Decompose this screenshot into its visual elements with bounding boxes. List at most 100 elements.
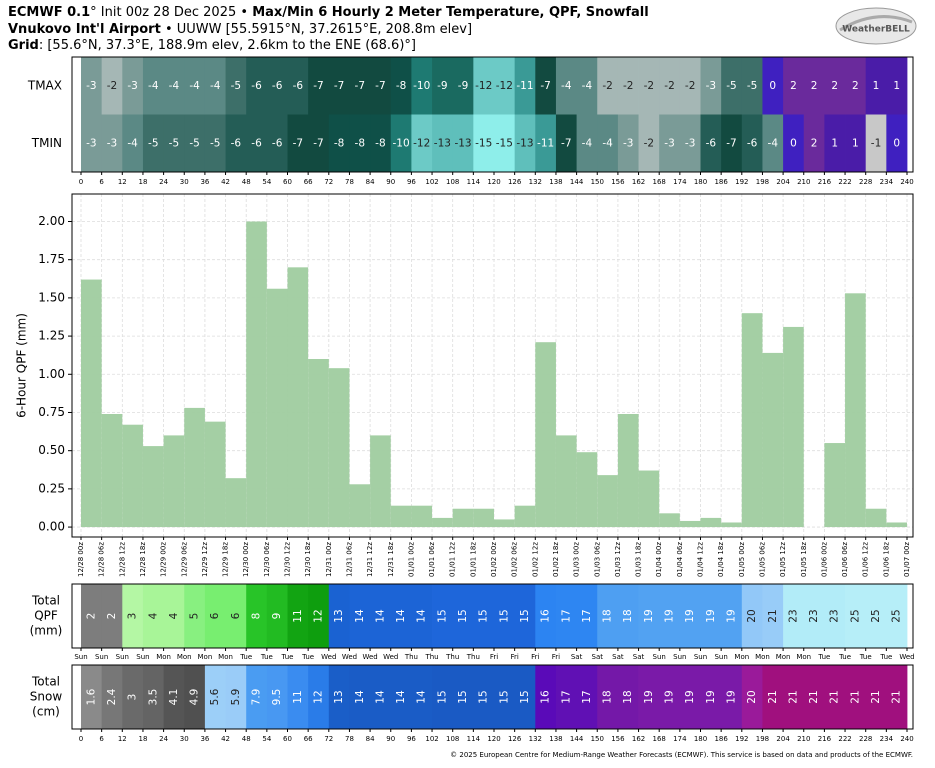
cell-label: 8 (251, 613, 263, 620)
heat-cell (845, 114, 867, 172)
heat-cell (163, 57, 185, 115)
cell-label: 23 (829, 609, 841, 622)
x-tick-label: 01/04 06z (676, 542, 684, 577)
x-tick-label: 36 (200, 735, 209, 743)
strip-cell (865, 665, 887, 729)
strip-cell (741, 584, 763, 648)
cell-label: -5 (747, 80, 757, 92)
cell-label: 7.9 (251, 689, 263, 706)
model: ECMWF 0.1 (8, 5, 91, 20)
x-tick-label: 138 (549, 178, 562, 186)
x-tick-label: 12/28 00z (77, 542, 85, 577)
x-tick-label: Thu (445, 653, 459, 661)
heat-cell (432, 57, 454, 115)
cell-label: 16 (540, 609, 552, 623)
x-tick-label: 204 (776, 178, 790, 186)
heat-cell (142, 57, 164, 115)
strip-cell (308, 584, 330, 648)
cell-label: 13 (333, 609, 345, 622)
x-tick-label: 198 (756, 178, 769, 186)
bar (246, 221, 267, 528)
heat-cell (617, 114, 639, 172)
strip-label: Total (31, 675, 60, 689)
cell-label: -11 (516, 80, 533, 92)
x-tick-label: 138 (549, 735, 562, 743)
heat-cell (308, 57, 330, 115)
x-tick-label: 102 (425, 178, 438, 186)
x-tick-label: 01/03 18z (635, 542, 643, 577)
cell-label: -6 (293, 80, 304, 92)
strip-cell (597, 665, 619, 729)
strip-cell (783, 665, 805, 729)
cell-label: 5.9 (230, 689, 242, 706)
heat-cell (824, 114, 846, 172)
x-tick-label: 01/02 12z (531, 542, 539, 577)
x-tick-label: Sat (571, 653, 583, 661)
cell-label: 17 (581, 690, 593, 703)
x-tick-label: 01/02 06z (511, 542, 519, 577)
x-tick-label: Sun (74, 653, 87, 661)
cell-label: 21 (849, 690, 861, 703)
cell-label: -3 (706, 80, 716, 92)
x-tick-label: 12/28 18z (139, 542, 147, 577)
cell-label: 20 (746, 690, 758, 703)
strip-cell (576, 584, 598, 648)
cell-label: -7 (313, 137, 323, 149)
bar (824, 443, 846, 528)
x-tick-label: 01/03 12z (614, 542, 622, 577)
cell-label: 11 (292, 609, 304, 622)
cell-label: 5.6 (209, 688, 221, 705)
cell-label: -3 (685, 137, 695, 149)
heat-cell (225, 57, 247, 115)
x-tick-label: 216 (818, 178, 832, 186)
strip-cell (390, 584, 412, 648)
x-tick-label: 192 (735, 735, 748, 743)
x-tick-label: 12/31 12z (366, 542, 374, 577)
bar (762, 352, 784, 528)
heat-cell (679, 57, 701, 115)
cell-label: 3 (127, 694, 139, 701)
strip-label: (cm) (32, 705, 60, 719)
row-label: TMIN (31, 136, 62, 150)
bar (741, 313, 763, 528)
strip-cell (762, 584, 784, 648)
heat-cell (741, 57, 763, 115)
x-tick-label: 168 (653, 735, 666, 743)
x-tick-label: Tue (260, 653, 273, 661)
x-tick-label: Tue (879, 653, 892, 661)
plot-frame (71, 193, 914, 538)
cell-label: 0 (893, 137, 900, 149)
x-tick-label: 24 (159, 735, 168, 743)
x-tick-label: Thu (404, 653, 418, 661)
x-tick-label: 132 (529, 178, 542, 186)
x-tick-label: 01/06 18z (882, 542, 890, 577)
strip-cell (824, 584, 846, 648)
bar (576, 452, 598, 528)
cell-label: -7 (375, 80, 385, 92)
heat-cell (287, 114, 309, 172)
bar (287, 267, 309, 528)
x-tick-label: 36 (200, 178, 209, 186)
cell-label: 15 (519, 690, 531, 703)
cell-label: -6 (251, 80, 262, 92)
x-tick-label: 12/29 12z (201, 542, 209, 577)
x-tick-label: 240 (900, 735, 913, 743)
x-tick-label: 216 (818, 735, 832, 743)
strip-cell (473, 584, 495, 648)
bar (225, 478, 247, 528)
bar (535, 342, 556, 528)
bar (679, 520, 701, 528)
strip-label: (mm) (30, 624, 63, 638)
cell-label: 15 (478, 690, 490, 703)
strip-cell (452, 584, 474, 648)
strip-cell (473, 665, 495, 729)
x-tick-label: 78 (345, 735, 354, 743)
cell-label: -12 (475, 80, 492, 92)
cell-label: -6 (251, 137, 262, 149)
heat-cell (184, 57, 206, 115)
cell-label: 14 (374, 690, 386, 704)
strip-cell (308, 665, 330, 729)
strip-cell (432, 584, 454, 648)
strip-cell (349, 584, 371, 648)
